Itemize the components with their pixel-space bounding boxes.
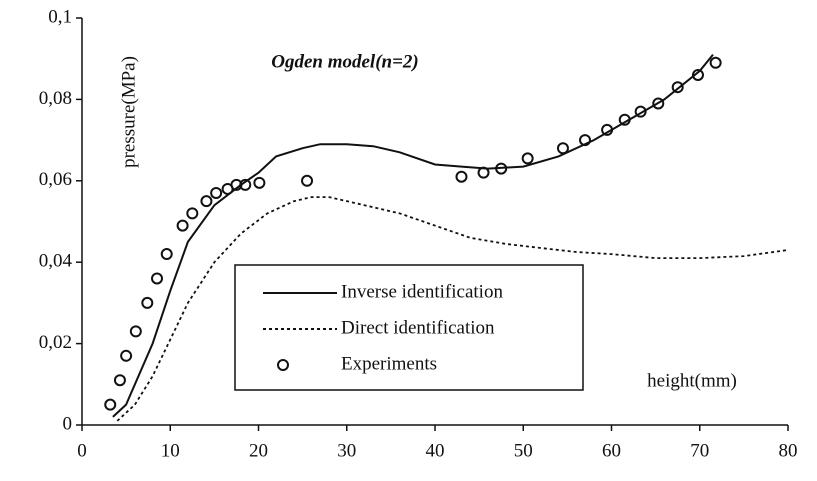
data-point [141,296,154,309]
legend-label: Inverse identification [341,281,503,302]
data-point [477,166,490,179]
y-tick-label: 0 [63,413,73,434]
x-tick-label: 30 [337,440,356,461]
y-tick-label: 0,02 [39,332,72,353]
data-point [521,152,534,165]
data-point [230,178,243,191]
x-tick-label: 40 [426,440,445,461]
data-point [104,398,117,411]
data-point [176,219,189,232]
x-tick-label: 60 [602,440,621,461]
data-line [112,53,714,418]
chart-title: Ogden model(n=2) [271,51,419,72]
data-point [301,174,314,187]
y-axis-label: pressure(MPa) [118,56,139,168]
legend-box [234,264,584,391]
x-tick-label: 0 [77,440,87,461]
data-point [634,105,647,118]
x-tick-label: 10 [161,440,180,461]
data-point [601,123,614,136]
data-point [709,56,722,69]
data-point [113,374,126,387]
x-tick-label: 70 [690,440,709,461]
data-point [455,170,468,183]
data-point [671,81,684,94]
data-point [253,176,266,189]
data-line [116,196,789,422]
data-point [200,195,213,208]
data-point [210,187,223,200]
x-tick-label: 20 [249,440,268,461]
data-point [652,97,665,110]
data-point [691,68,704,81]
y-tick-label: 0,1 [48,6,72,27]
legend-marker [277,359,289,371]
data-point [129,325,142,338]
x-tick-label: 50 [514,440,533,461]
data-point [239,178,252,191]
data-point [618,113,631,126]
y-tick-label: 0,04 [39,251,73,272]
y-tick-label: 0,08 [39,88,72,109]
data-point [495,162,508,175]
data-point [186,207,199,220]
data-point [120,349,133,362]
x-axis-label: height(mm) [647,370,737,391]
data-point [151,272,164,285]
x-tick-label: 80 [779,440,798,461]
data-point [579,134,592,147]
data-point [556,142,569,155]
legend-label: Experiments [341,353,437,374]
data-point [160,248,173,261]
legend-label: Direct identification [341,317,495,338]
y-tick-label: 0,06 [39,169,72,190]
